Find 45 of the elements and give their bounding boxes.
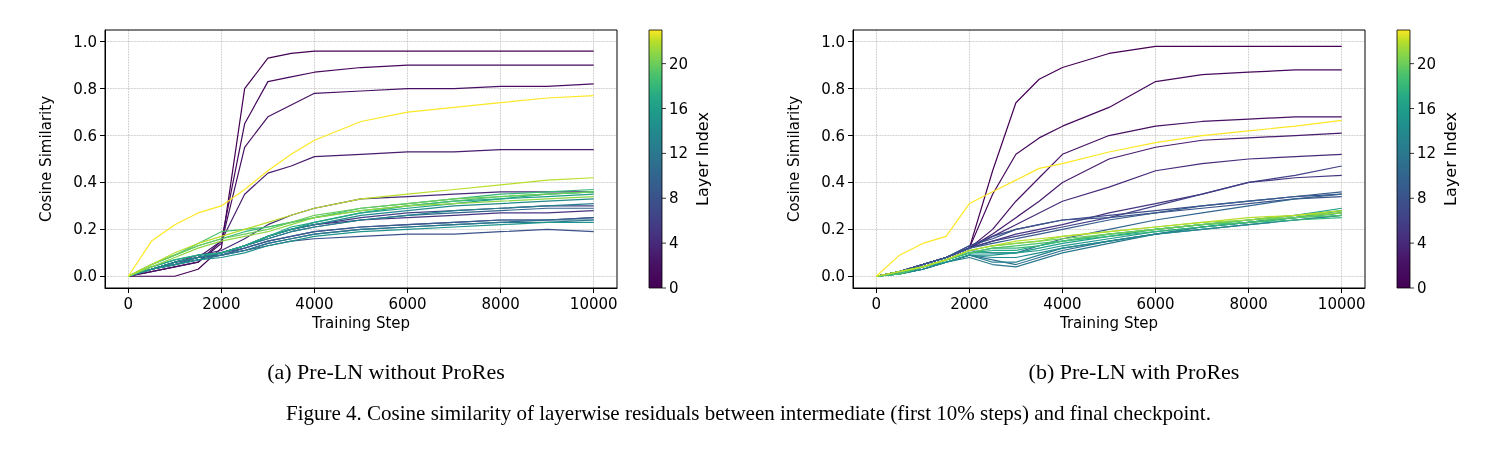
x-tick-label: 4000 bbox=[1043, 294, 1082, 313]
color-bar-label: 20 bbox=[1417, 54, 1437, 73]
color-bar-label: 8 bbox=[669, 189, 679, 208]
color-bar-label: 12 bbox=[669, 144, 689, 163]
x-tick-label: 8000 bbox=[481, 294, 520, 313]
x-tick-label: 10000 bbox=[1317, 294, 1366, 313]
y-axis-title: Cosine Similarity bbox=[784, 95, 803, 223]
y-tick-label: 0.2 bbox=[73, 220, 97, 239]
y-tick-label: 1.0 bbox=[821, 32, 845, 51]
y-tick-label: 0.6 bbox=[821, 126, 845, 145]
caption: Figure 4. Cosine similarity of layerwise residuals between intermediate (first 10% steps) and final checkpoint. bbox=[285, 401, 1212, 426]
y-tick-label: 0.8 bbox=[821, 79, 845, 98]
color-bar-label: 12 bbox=[1417, 144, 1437, 163]
color-bar-label: 20 bbox=[669, 54, 689, 73]
y-tick-label: 0.6 bbox=[73, 126, 97, 145]
y-axis-title: Cosine Similarity bbox=[36, 95, 55, 223]
x-tick-label: 6000 bbox=[1136, 294, 1175, 313]
color-bar-label: 8 bbox=[1417, 189, 1427, 208]
color-bar-label: 0 bbox=[1417, 279, 1427, 297]
text: (b) Pre-LN with ProRes bbox=[1028, 358, 1240, 384]
y-tick-label: 0.4 bbox=[821, 173, 845, 192]
x-axis-title: Training Step bbox=[1058, 314, 1159, 333]
y-tick-label: 0.2 bbox=[821, 220, 845, 239]
y-tick-label: 0.0 bbox=[821, 267, 845, 286]
y-tick-label: 0.0 bbox=[73, 267, 97, 286]
color-bar-title: Layer Index bbox=[692, 112, 712, 206]
color-bar-title: Layer Index bbox=[1440, 112, 1460, 206]
x-tick-label: 0 bbox=[123, 294, 134, 313]
x-tick-label: 8000 bbox=[1229, 294, 1268, 313]
y-tick-label: 0.8 bbox=[73, 79, 97, 98]
color-bar-label: 0 bbox=[669, 279, 679, 297]
x-tick-label: 4000 bbox=[295, 294, 334, 313]
x-tick-label: 6000 bbox=[388, 294, 427, 313]
x-tick-label: 0 bbox=[871, 294, 882, 313]
y-tick-label: 0.4 bbox=[73, 173, 97, 192]
text: (a) Pre-LN without ProRes bbox=[267, 358, 505, 384]
color-bar-label: 16 bbox=[669, 99, 689, 118]
color-bar-label: 16 bbox=[1417, 99, 1437, 118]
color-bar-label: 4 bbox=[1417, 234, 1427, 253]
x-tick-label: 10000 bbox=[569, 294, 618, 313]
x-axis-title: Training Step bbox=[310, 314, 411, 333]
color-bar-label: 4 bbox=[669, 234, 679, 253]
x-tick-label: 2000 bbox=[202, 294, 241, 313]
x-tick-label: 2000 bbox=[950, 294, 989, 313]
y-tick-label: 1.0 bbox=[73, 32, 97, 51]
